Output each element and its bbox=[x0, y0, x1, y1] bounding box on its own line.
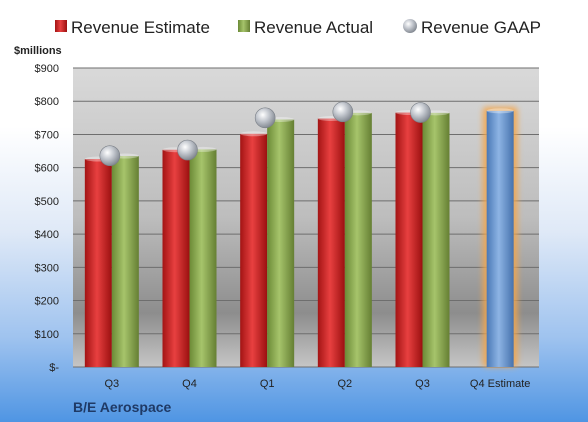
legend-item-revenue-gaap: Revenue GAAP bbox=[403, 18, 541, 37]
x-tick-label: Q3 bbox=[104, 378, 119, 390]
bar-revenue-actual bbox=[267, 119, 295, 367]
bar-revenue-actual bbox=[111, 156, 139, 367]
marker-revenue-gaap bbox=[410, 102, 431, 123]
y-tick-label: $- bbox=[49, 362, 59, 374]
bar-revenue-actual bbox=[344, 112, 372, 367]
bar-revenue-estimate-cap bbox=[240, 131, 268, 137]
x-tick-label: Q1 bbox=[260, 378, 275, 390]
legend-swatch-revenue-estimate bbox=[55, 20, 67, 32]
y-axis-unit-label: $millions bbox=[14, 45, 62, 57]
bar-revenue-estimate bbox=[84, 159, 112, 367]
marker-revenue-gaap bbox=[177, 139, 198, 161]
bar-revenue-actual bbox=[189, 149, 217, 367]
y-tick-label: $900 bbox=[35, 63, 59, 75]
marker-revenue-gaap bbox=[332, 101, 354, 123]
y-tick-label: $200 bbox=[35, 296, 59, 308]
chart-title: B/E Aerospace bbox=[73, 399, 172, 415]
bar-q4-estimate bbox=[486, 110, 514, 368]
y-tick-label: $400 bbox=[35, 229, 59, 241]
legend-label-revenue-gaap: Revenue GAAP bbox=[421, 18, 541, 37]
legend-label-revenue-actual: Revenue Actual bbox=[254, 18, 373, 37]
legend-item-revenue-actual: Revenue Actual bbox=[238, 18, 373, 37]
y-tick-label: $600 bbox=[35, 163, 59, 175]
y-tick-label: $800 bbox=[35, 96, 59, 108]
y-tick-label: $500 bbox=[35, 196, 59, 208]
bar-revenue-estimate bbox=[162, 149, 190, 367]
plot-area bbox=[73, 68, 539, 367]
bar-revenue-estimate bbox=[395, 112, 423, 367]
legend-swatch-revenue-gaap bbox=[403, 19, 417, 33]
marker-revenue-gaap bbox=[99, 145, 121, 167]
bar-revenue-estimate bbox=[317, 118, 345, 368]
bars bbox=[84, 106, 518, 368]
x-tick-label: Q3 bbox=[415, 378, 430, 390]
y-tick-label: $700 bbox=[35, 129, 59, 141]
marker-revenue-gaap bbox=[254, 107, 276, 129]
bar-q4-estimate-cap bbox=[486, 108, 514, 114]
legend-label-revenue-estimate: Revenue Estimate bbox=[71, 18, 210, 37]
legend: Revenue Estimate Revenue Actual Revenue … bbox=[55, 18, 541, 37]
gaap-markers bbox=[99, 101, 431, 167]
bar-revenue-estimate bbox=[240, 133, 268, 367]
y-tick-label: $100 bbox=[35, 329, 59, 341]
axis-ticks: $- $100 $200 $300 $400 $500 $600 $700 $800 $900 Q3… bbox=[35, 63, 531, 390]
bar-revenue-actual bbox=[422, 112, 450, 367]
x-tick-label: Q2 bbox=[337, 378, 352, 390]
x-tick-label: Q4 bbox=[182, 378, 197, 390]
y-tick-label: $300 bbox=[35, 262, 59, 274]
x-tick-label: Q4 Estimate bbox=[470, 378, 531, 390]
legend-swatch-revenue-actual bbox=[238, 20, 250, 32]
gridlines bbox=[73, 67, 539, 368]
legend-item-revenue-estimate: Revenue Estimate bbox=[55, 18, 210, 37]
